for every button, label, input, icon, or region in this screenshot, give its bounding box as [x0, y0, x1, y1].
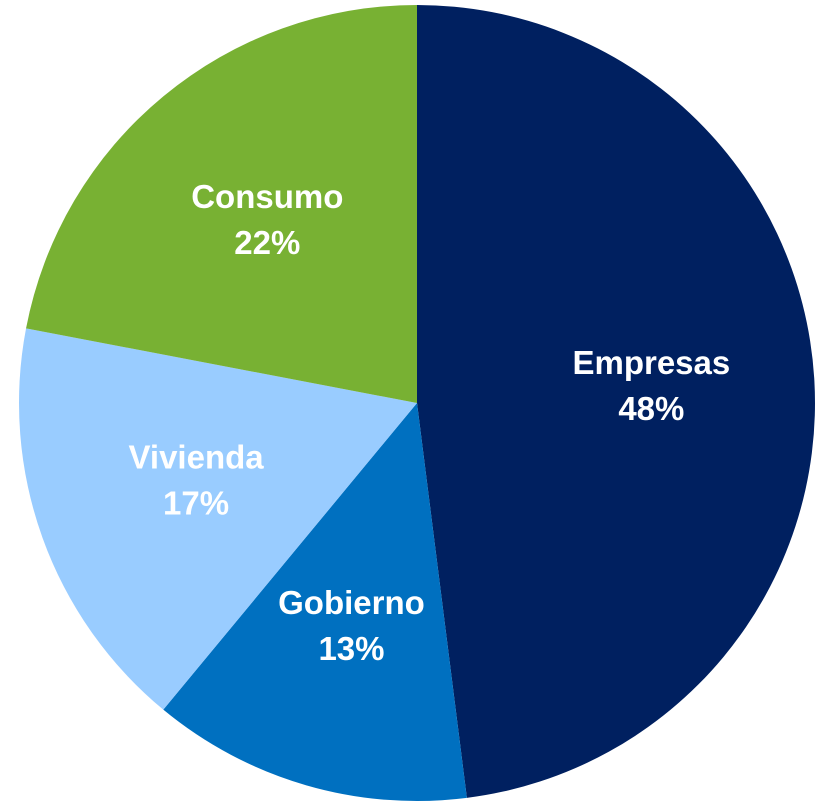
pie-slice: [417, 5, 815, 798]
pie-slice: [26, 4, 417, 404]
slice-value-label: 17%: [163, 484, 229, 521]
slice-value-label: 48%: [618, 390, 684, 427]
pie-slice: [18, 328, 417, 710]
slice-value-label: 22%: [234, 224, 300, 261]
slice-label: Empresas: [572, 344, 730, 381]
slice-label: Gobierno: [278, 584, 425, 621]
slice-label: Vivienda: [128, 438, 264, 475]
pie-slice: [163, 403, 467, 801]
slice-label: Consumo: [191, 178, 343, 215]
slice-value-label: 13%: [318, 630, 384, 667]
